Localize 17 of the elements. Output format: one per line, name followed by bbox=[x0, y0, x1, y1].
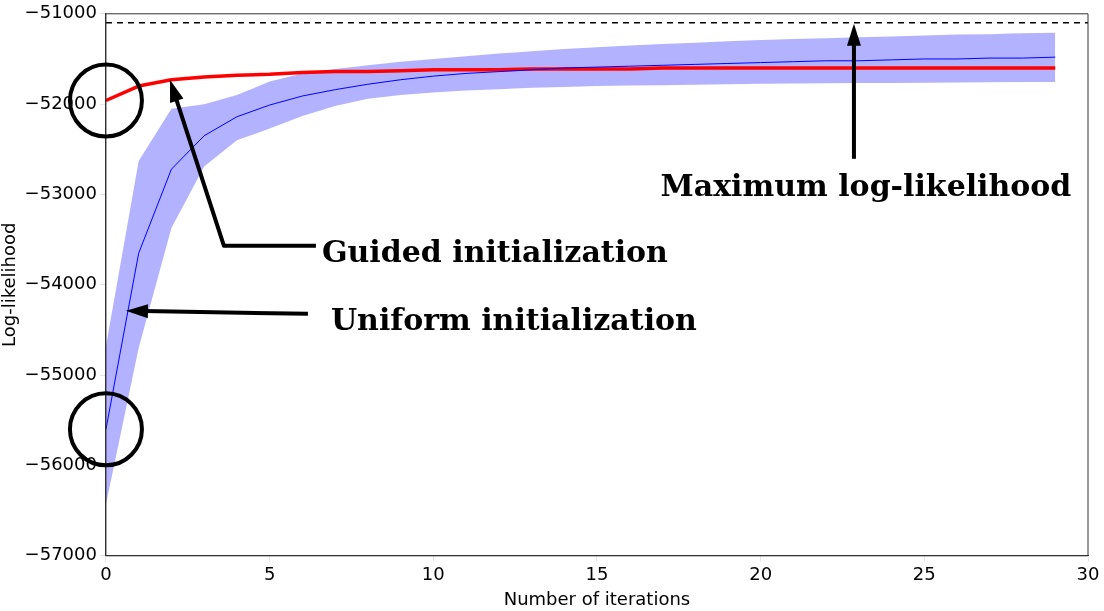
y-tick-label: −55000 bbox=[24, 362, 97, 384]
y-tick-label: −57000 bbox=[24, 543, 97, 565]
y-axis-title: Log-likelihood bbox=[0, 222, 20, 347]
x-tick-label: 30 bbox=[1076, 563, 1100, 585]
y-tick-label: −51000 bbox=[24, 1, 97, 23]
x-axis-title: Number of iterations bbox=[503, 587, 691, 609]
x-tick-label: 0 bbox=[100, 563, 112, 585]
x-tick-label: 20 bbox=[749, 563, 773, 585]
y-tick-label: −53000 bbox=[24, 182, 97, 204]
annotation: Maximum log-likelihood bbox=[660, 167, 1072, 203]
x-tick-label: 10 bbox=[421, 563, 445, 585]
annotation: Uniform initialization bbox=[330, 301, 698, 337]
x-tick-label: 25 bbox=[912, 563, 936, 585]
y-tick-label: −54000 bbox=[24, 272, 97, 294]
annotation: Guided initialization bbox=[321, 233, 669, 269]
x-tick-label: 15 bbox=[585, 563, 609, 585]
x-tick-label: 5 bbox=[263, 563, 276, 585]
